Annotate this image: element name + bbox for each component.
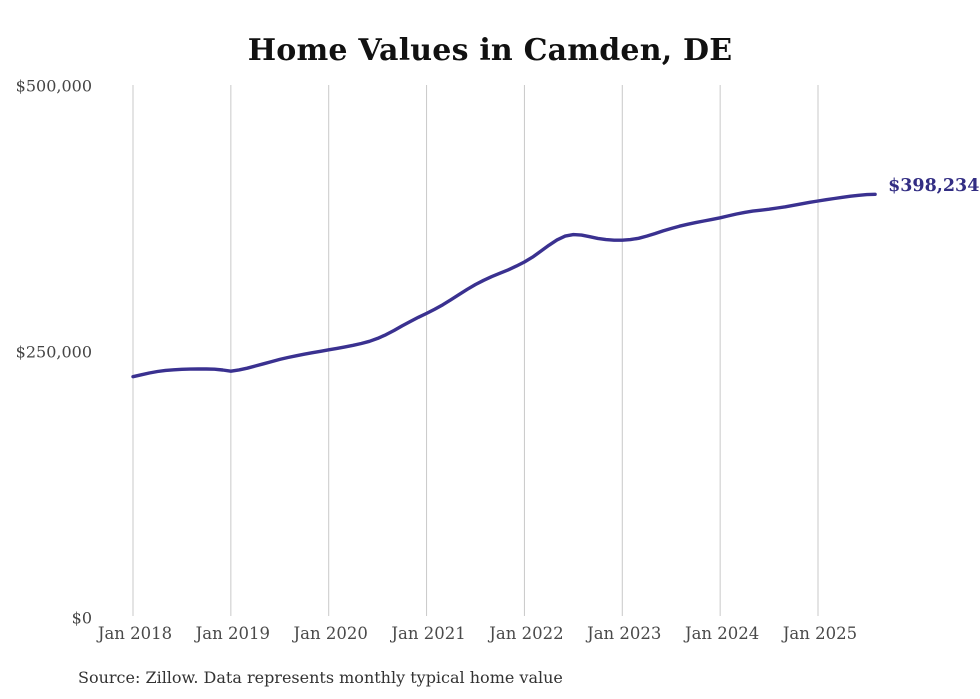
end-value-label: $398,234: [888, 176, 980, 197]
x-tick-label: Jan 2018: [97, 624, 173, 643]
x-tick-label: Jan 2019: [195, 624, 270, 643]
y-tick-label: $250,000: [15, 342, 92, 362]
x-tick-label: Jan 2025: [782, 624, 858, 643]
source-note: Source: Zillow. Data represents monthly …: [78, 668, 563, 687]
y-tick-label: $0: [71, 608, 92, 628]
x-tick-label: Jan 2022: [489, 624, 564, 643]
chart-title: Home Values in Camden, DE: [247, 33, 733, 68]
x-tick-label: Jan 2020: [293, 624, 368, 643]
y-tick-label: $500,000: [15, 76, 92, 96]
x-tick-label: Jan 2024: [684, 624, 760, 643]
value-line: [131, 192, 877, 379]
gridlines: [132, 85, 819, 616]
x-tick-label: Jan 2021: [391, 624, 466, 643]
x-tick-label: Jan 2023: [587, 624, 662, 643]
